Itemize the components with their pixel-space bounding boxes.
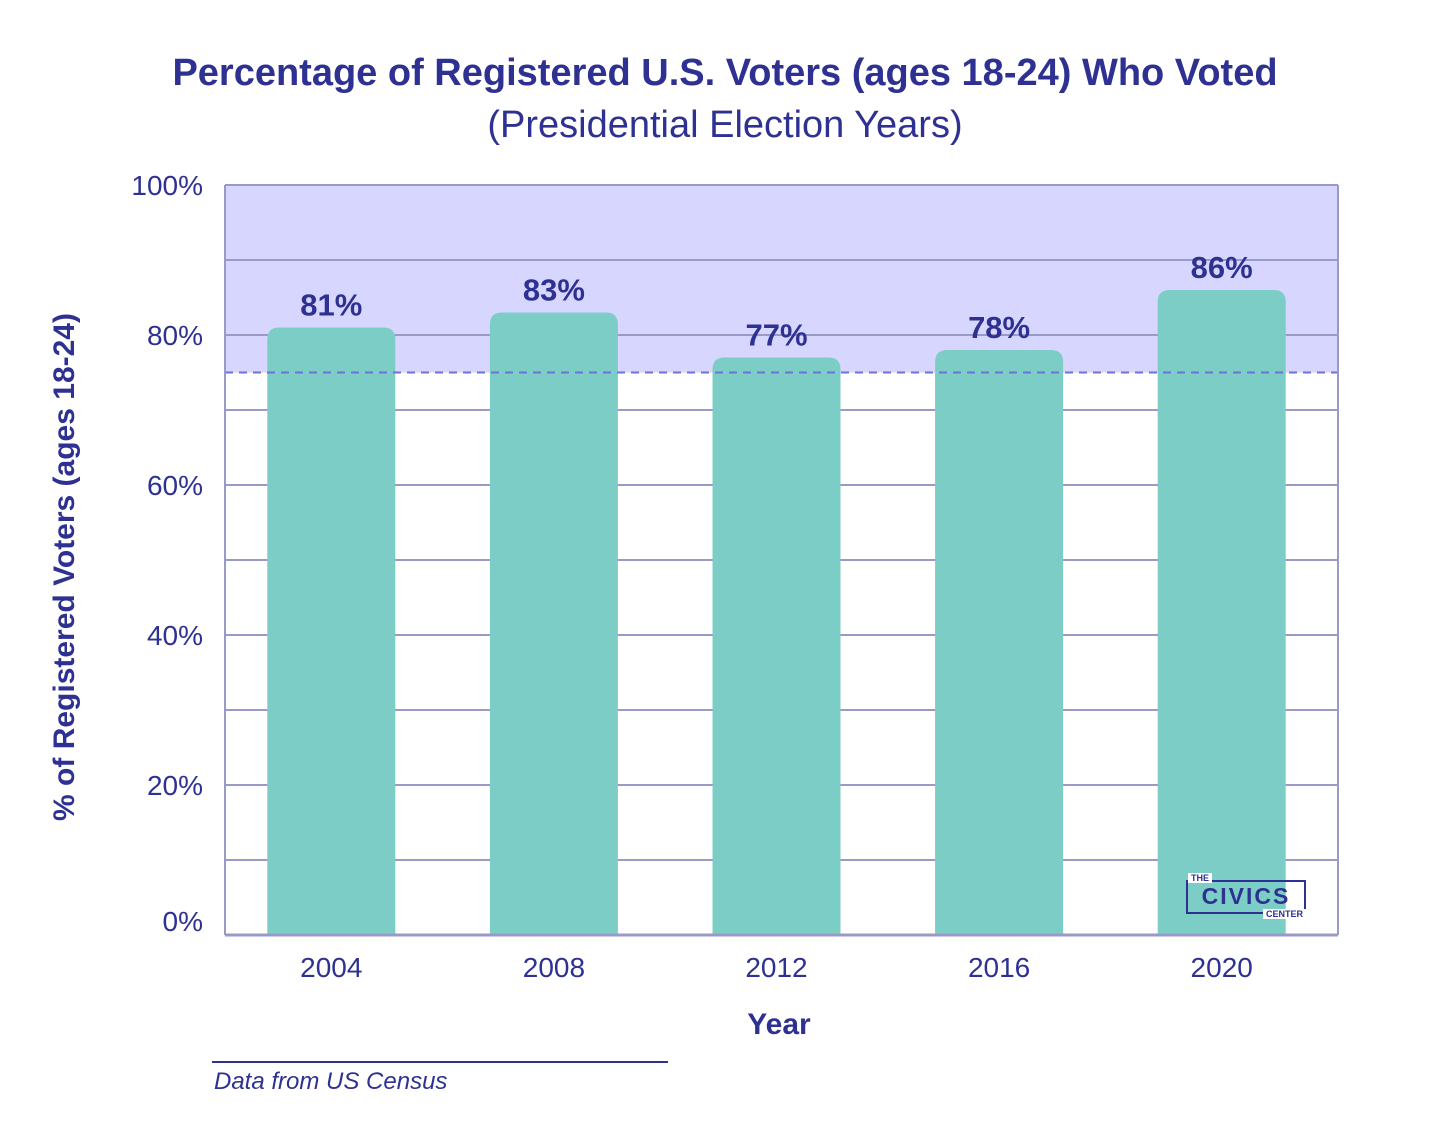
logo-top-text: THE	[1188, 873, 1212, 883]
source-divider	[212, 1061, 668, 1063]
civics-center-logo: THE CIVICS CENTER	[1186, 873, 1306, 920]
x-tick-label: 2016	[968, 952, 1030, 983]
data-label-2008: 83%	[523, 273, 585, 308]
chart-subtitle: (Presidential Election Years)	[487, 104, 963, 146]
data-label-2012: 77%	[745, 318, 807, 353]
highlight-band	[225, 185, 1338, 373]
x-tick-label: 2020	[1191, 952, 1253, 983]
chart-title: Percentage of Registered U.S. Voters (ag…	[172, 52, 1278, 94]
bar-2004	[267, 327, 396, 935]
bar-2020	[1157, 290, 1286, 935]
y-tick-label: 0%	[163, 906, 203, 937]
bar-2008	[489, 312, 618, 935]
y-tick-label: 100%	[131, 170, 203, 201]
logo-frame	[1186, 880, 1306, 914]
source-note: Data from US Census	[214, 1068, 448, 1095]
data-label-2004: 81%	[300, 288, 362, 323]
bar-2016	[935, 350, 1064, 935]
y-axis-label: % of Registered Voters (ages 18-24)	[48, 313, 81, 821]
y-tick-label: 40%	[147, 620, 203, 651]
logo-main-text: CIVICS	[1201, 883, 1291, 909]
y-tick-label: 60%	[147, 470, 203, 501]
data-label-2016: 78%	[968, 310, 1030, 345]
x-tick-label: 2004	[300, 952, 362, 983]
x-tick-label: 2008	[523, 952, 585, 983]
y-tick-label: 80%	[147, 320, 203, 351]
x-tick-label: 2012	[745, 952, 807, 983]
data-label-2020: 86%	[1191, 250, 1253, 285]
x-axis-label: Year	[747, 1008, 811, 1041]
logo-bottom-text: CENTER	[1262, 909, 1306, 919]
bar-2012	[712, 357, 841, 935]
y-tick-label: 20%	[147, 770, 203, 801]
